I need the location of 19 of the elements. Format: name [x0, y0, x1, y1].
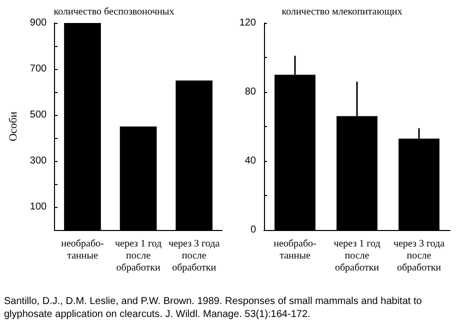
y-tick-label: 700 [30, 64, 48, 74]
y-axis-title: Особи [8, 111, 20, 142]
chart-title: количество млекопитающих [282, 6, 402, 18]
y-tick-label: 500 [30, 110, 48, 120]
x-tick-label: необрабо- танные [274, 238, 316, 262]
y-tick-label: 300 [30, 156, 48, 166]
x-tick-label: необрабо- танные [61, 238, 104, 262]
x-tick-label: через 3 года после обработки [393, 238, 446, 274]
x-tick-label: через 1 год после обработки [114, 238, 162, 274]
y-tick-label: 0 [250, 224, 256, 236]
y-tick-label: 900 [30, 18, 48, 28]
y-tick-label: 40 [244, 156, 256, 166]
x-tick-label: через 1 год после обработки [334, 238, 380, 274]
text: Santillo, D.J., D.M. Leslie, and P.W. Brown. 1989. Responses of small mammals and habitat to glyphosate application on clearcuts. J. Wildl. Manage. 53(1):164-172. [4, 295, 423, 321]
x-tick-label: через 3 года после обработки [168, 238, 220, 274]
chart-title: количество беспозвоночных [54, 6, 174, 18]
y-tick-label: 120 [239, 18, 256, 28]
y-tick-label: 80 [244, 86, 256, 98]
y-tick-label: 100 [30, 202, 48, 212]
